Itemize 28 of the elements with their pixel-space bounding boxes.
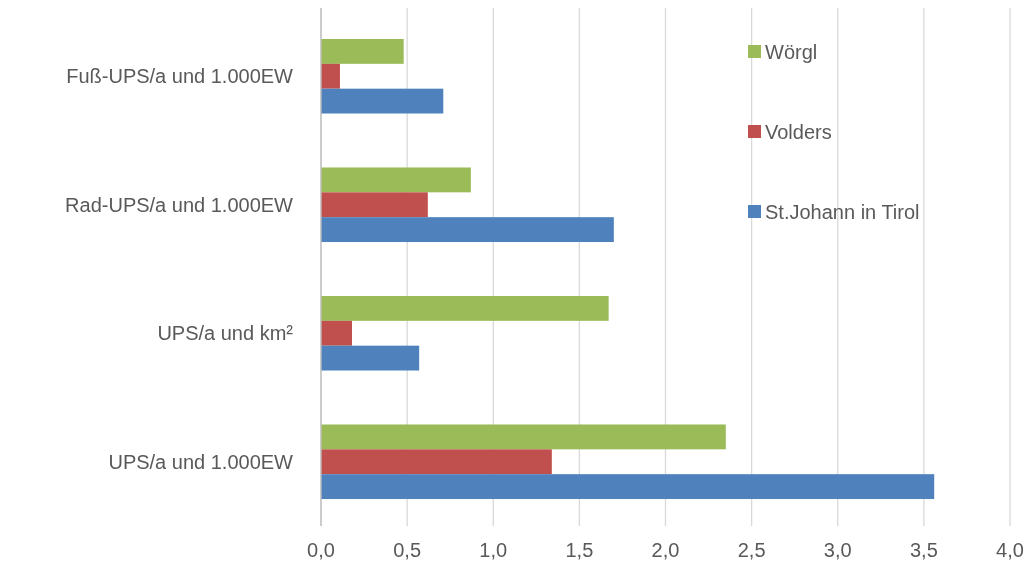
legend-label: Volders [765, 121, 832, 143]
y-tick-label: UPS/a und 1.000EW [108, 450, 294, 473]
bar [321, 88, 444, 114]
x-tick-label: 4,0 [996, 539, 1024, 561]
legend-label: St.Johann in Tirol [765, 201, 920, 223]
x-tick-label: 3,5 [909, 539, 938, 561]
y-tick-label: Fuß-UPS/a und 1.000EW [66, 65, 294, 88]
x-tick-label: 0,5 [393, 539, 422, 561]
bar [321, 320, 353, 346]
x-tick-label: 3,0 [823, 539, 852, 561]
bar [321, 424, 726, 450]
y-tick-label: Rad-UPS/a und 1.000EW [65, 193, 294, 216]
x-tick-label: 0,0 [307, 539, 335, 561]
bar [321, 295, 609, 321]
bar [321, 192, 428, 218]
bar [321, 63, 340, 89]
bar [321, 474, 935, 500]
bar [321, 38, 404, 64]
bar [321, 167, 471, 193]
legend-label: Wörgl [765, 41, 818, 63]
x-tick-label: 1,0 [479, 539, 508, 561]
x-tick-label: 2,5 [737, 539, 766, 561]
y-tick-label: UPS/a und km² [157, 322, 294, 345]
x-tick-label: 1,5 [565, 539, 594, 561]
bar [321, 217, 614, 243]
bar [321, 449, 552, 475]
x-tick-label: 2,0 [651, 539, 680, 561]
bar [321, 345, 420, 371]
